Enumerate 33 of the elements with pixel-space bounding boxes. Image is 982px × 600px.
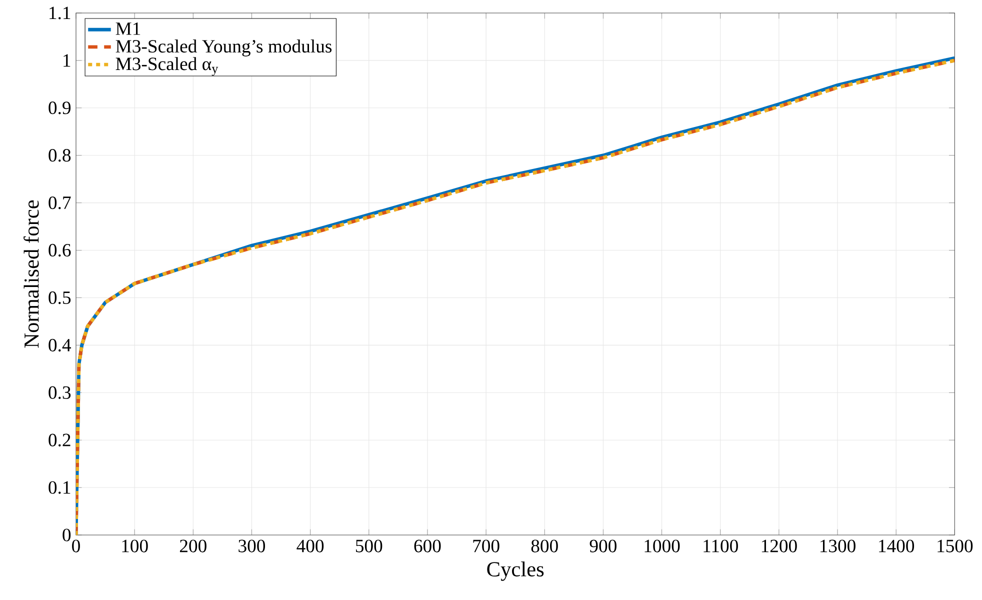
y-tick-label: 0.5: [48, 291, 71, 304]
y-axis-title: Normalised force: [24, 200, 39, 348]
x-tick-label: 1300: [820, 540, 856, 552]
y-tick-label: 1.1: [50, 6, 70, 20]
x-tick-label: 1000: [644, 540, 680, 552]
x-tick-label: 900: [590, 540, 616, 552]
x-tick-label: 800: [531, 540, 558, 552]
y-tick-label: 0.2: [48, 434, 70, 446]
x-axis-title: Cycles: [487, 561, 544, 581]
x-tick-label: 1200: [762, 540, 797, 552]
legend-label: M3-Scaled Young’s modulus: [116, 39, 332, 56]
x-tick-label: 400: [296, 540, 324, 552]
x-tick-label: 1400: [879, 540, 914, 552]
x-tick-label: 600: [414, 540, 441, 552]
x-tick-label: 1100: [704, 540, 738, 552]
legend-label: M1: [116, 22, 140, 35]
y-tick-label: 0.3: [48, 386, 71, 399]
y-tick-label: 1: [64, 54, 70, 67]
y-tick-label: 0.1: [48, 481, 70, 494]
legend-label: M3-Scaled α$_{y}$: [116, 57, 218, 76]
y-tick-label: 0.9: [48, 102, 71, 114]
y-tick-label: 0.8: [48, 149, 71, 162]
y-tick-label: 0.7: [48, 196, 71, 210]
x-tick-label: 100: [122, 540, 148, 552]
x-tick-label: 200: [180, 540, 206, 552]
x-tick-label: 300: [238, 540, 266, 552]
y-tick-label: 0.6: [48, 244, 71, 257]
x-tick-label: 0: [72, 540, 80, 552]
x-tick-label: 1500: [938, 540, 973, 552]
x-tick-label: 700: [473, 540, 500, 552]
y-tick-label: 0: [62, 528, 71, 542]
x-tick-label: 500: [356, 540, 382, 552]
y-tick-label: 0.4: [48, 338, 72, 352]
